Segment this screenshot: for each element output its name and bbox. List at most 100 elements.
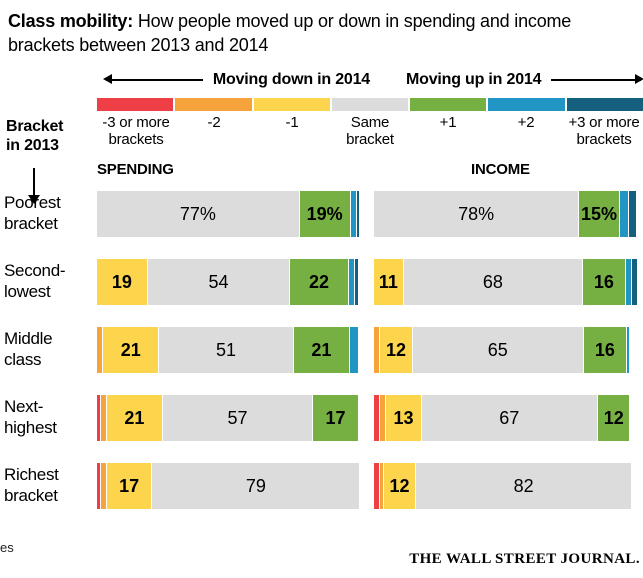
row-label: Richest bracket (4, 465, 59, 506)
segment-value: 22 (309, 271, 330, 292)
moving-down-group: Moving down in 2014 (97, 71, 370, 89)
bar-segment-down3 (374, 463, 380, 510)
bar-segment-same: 65 (412, 327, 583, 374)
left-arrow-icon (103, 74, 203, 85)
moving-up-label: Moving up in 2014 (406, 70, 542, 88)
legend-labels: -3 or more brackets -2 -1 Same bracket +1 +2 +… (97, 114, 643, 149)
segment-value: 54 (208, 271, 229, 292)
bar-segment-down2 (97, 327, 103, 374)
bar-segment-up3 (628, 191, 637, 238)
bar-segment-up3 (632, 259, 638, 306)
legend-swatch-down2 (175, 97, 252, 111)
segment-value: 21 (311, 339, 332, 360)
segment-value: 19% (306, 203, 343, 224)
row-label: Poorest bracket (4, 193, 61, 234)
income-bar: 12 82 (374, 463, 643, 510)
bar-segment-down1: 12 (380, 327, 412, 374)
legend-swatch-up1 (410, 97, 487, 111)
segment-value: 21 (124, 407, 145, 428)
bar-segment-up1: 12 (598, 395, 630, 442)
bar-row: Poorest bracket 77% 19% 78% 15% (0, 180, 643, 248)
legend-color-strip (97, 97, 643, 111)
bar-segment-same: 54 (147, 259, 290, 306)
bar-row: Middle class 21 51 21 12 65 16 (0, 316, 643, 384)
legend-swatch-up2 (488, 97, 565, 111)
segment-value: 12 (603, 407, 624, 428)
row-label: Middle class (4, 329, 53, 370)
bar-segment-same: 68 (403, 259, 582, 306)
bar-segment-up2 (619, 191, 628, 238)
footer-source-fragment: es (0, 540, 14, 555)
bar-segment-up1: 15% (579, 191, 619, 238)
direction-header: Moving down in 2014 Moving up in 2014 (97, 71, 643, 89)
down-arrow-icon (28, 168, 40, 204)
legend-swatch-up3 (566, 97, 643, 111)
bar-segment-down3 (97, 463, 100, 510)
bracket-in-2013-label: Bracket in 2013 (6, 118, 64, 155)
row-label: Next- highest (4, 397, 57, 438)
bar-segment-down1: 21 (106, 395, 162, 442)
segment-value: 12 (385, 339, 406, 360)
moving-down-label: Moving down in 2014 (212, 70, 370, 88)
segment-value: 21 (120, 339, 141, 360)
legend-swatch-down3 (97, 97, 174, 111)
right-arrow-icon (551, 74, 643, 85)
bar-segment-up3 (356, 191, 360, 238)
bar-segment-down2 (380, 463, 383, 510)
legend-label-up1: +1 (439, 113, 457, 131)
bar-segment-down2 (100, 463, 106, 510)
chart-title-lead: Class mobility: (8, 11, 134, 31)
bar-segment-up2 (350, 191, 356, 238)
income-bar: 13 67 12 (374, 395, 643, 442)
bar-row: Next- highest 21 57 17 13 67 12 (0, 384, 643, 452)
bar-segment-down1: 12 (383, 463, 416, 510)
legend-label-down2: -2 (207, 113, 221, 131)
moving-up-group: Moving up in 2014 (370, 71, 643, 89)
segment-value: 19 (111, 271, 132, 292)
column-header-income: INCOME (471, 161, 530, 179)
segment-value: 68 (482, 271, 503, 292)
bar-segment-up3 (355, 259, 358, 306)
segment-value: 67 (499, 407, 520, 428)
chart-title: Class mobility: How people moved up or d… (0, 0, 630, 58)
bar-rows: Poorest bracket 77% 19% 78% 15% Second- lowes… (0, 180, 643, 520)
column-header-spending: SPENDING (97, 161, 174, 179)
income-bar: 78% 15% (374, 191, 643, 238)
segment-value: 15% (580, 203, 618, 224)
bar-segment-down1: 13 (386, 395, 421, 442)
segment-value: 16 (594, 339, 615, 360)
bar-segment-up1: 19% (299, 191, 350, 238)
segment-value: 16 (593, 271, 614, 292)
bar-segment-up1: 16 (582, 259, 625, 306)
segment-value: 51 (216, 339, 237, 360)
bar-segment-up1: 16 (583, 327, 626, 374)
row-label: Second- lowest (4, 261, 66, 302)
segment-value: 13 (393, 407, 414, 428)
spending-bar: 19 54 22 (97, 259, 374, 306)
spending-bar: 17 79 (97, 463, 374, 510)
legend-swatch-down1 (253, 97, 330, 111)
bar-segment-same: 51 (159, 327, 293, 374)
bar-segment-down3 (374, 395, 380, 442)
bar-row: Richest bracket 17 79 12 82 (0, 452, 643, 520)
bar-segment-down2 (374, 327, 380, 374)
segment-value: 77% (179, 203, 216, 224)
bar-segment-same: 78% (374, 191, 579, 238)
segment-value: 11 (378, 271, 398, 292)
wsj-logotype: THE WALL STREET JOURNAL. (409, 551, 640, 567)
segment-value: 17 (119, 475, 140, 496)
chart-title-rest: How people moved up or down in spending … (8, 11, 572, 56)
segment-value: 65 (487, 339, 508, 360)
segment-value: 78% (458, 203, 495, 224)
bar-row: Second- lowest 19 54 22 11 68 16 (0, 248, 643, 316)
bar-segment-down3 (97, 395, 100, 442)
legend-label-down1: -1 (285, 113, 299, 131)
bar-segment-up2 (348, 259, 355, 306)
segment-value: 57 (227, 407, 248, 428)
bar-segment-up2 (625, 259, 632, 306)
bar-segment-same: 67 (421, 395, 598, 442)
bar-segment-same: 79 (152, 463, 360, 510)
bar-segment-down2 (380, 395, 386, 442)
legend-label-down3: -3 or more brackets (102, 113, 170, 148)
